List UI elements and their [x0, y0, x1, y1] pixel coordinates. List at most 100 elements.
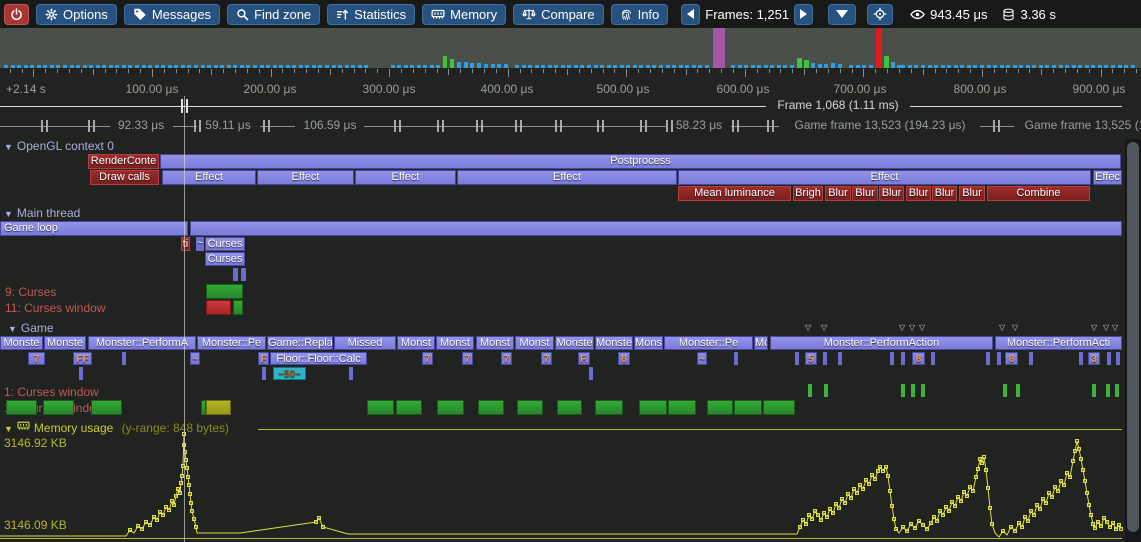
zone[interactable] — [6, 400, 37, 415]
zone[interactable] — [367, 400, 394, 415]
frame-label[interactable]: Frame 1,068 (1.11 ms) — [777, 98, 899, 112]
zone[interactable]: Mons — [754, 336, 768, 350]
zone[interactable] — [734, 400, 762, 415]
zone[interactable]: 7 — [28, 352, 45, 365]
info-button[interactable]: Info — [610, 3, 669, 25]
zone[interactable]: Curses — [205, 237, 245, 251]
zone[interactable]: Blur — [906, 186, 931, 201]
zone[interactable] — [437, 400, 464, 415]
zone[interactable] — [557, 400, 582, 415]
zone[interactable]: Blur — [932, 186, 957, 201]
zone[interactable] — [1003, 384, 1007, 397]
zone[interactable] — [823, 352, 827, 365]
zone[interactable]: 8 — [912, 352, 925, 365]
zone[interactable]: Monste — [0, 336, 43, 350]
scrollbar-thumb[interactable] — [1127, 142, 1139, 532]
zone[interactable]: Monst — [397, 336, 435, 350]
zone[interactable] — [808, 384, 812, 397]
options-button[interactable]: Options — [36, 3, 117, 25]
zone[interactable] — [639, 400, 667, 415]
zone[interactable]: Monste — [595, 336, 633, 350]
section-header-main-thread[interactable]: ▼ Main thread — [4, 206, 80, 220]
zone[interactable]: 7 — [541, 352, 552, 365]
zone[interactable] — [838, 352, 842, 365]
zone[interactable]: Monster::PerformAction — [770, 336, 993, 350]
zone[interactable]: Missed — [334, 336, 396, 350]
statistics-button[interactable]: Statistics — [327, 3, 416, 25]
zone[interactable] — [931, 352, 935, 365]
zone[interactable]: Blur — [879, 186, 904, 201]
zone[interactable]: Monster::Pe — [197, 336, 266, 350]
zone[interactable] — [1016, 384, 1020, 397]
zone[interactable]: 7 — [422, 352, 433, 365]
zone[interactable] — [1116, 352, 1120, 365]
zone[interactable]: Effec — [1093, 170, 1122, 185]
zone[interactable]: Combine — [987, 186, 1090, 201]
zone[interactable] — [517, 400, 543, 415]
zone[interactable]: ~ — [190, 352, 200, 365]
section-header-game[interactable]: ▼ Game — [8, 321, 54, 335]
collapse-frames-button[interactable] — [828, 3, 857, 25]
zone[interactable] — [1092, 384, 1096, 397]
next-frame-button[interactable] — [794, 3, 814, 25]
zone[interactable]: Monst — [436, 336, 474, 350]
zone[interactable] — [201, 400, 206, 415]
game-frame-label[interactable]: 106.59 μs — [303, 118, 357, 132]
game-frame-label[interactable]: Game frame 13,523 (194.23 μs) — [794, 118, 966, 132]
zone[interactable]: Draw calls — [90, 170, 159, 185]
zone[interactable]: 7 — [462, 352, 473, 365]
zone[interactable] — [824, 384, 828, 397]
zone[interactable] — [1106, 384, 1110, 397]
zone[interactable] — [595, 400, 623, 415]
frame-overview[interactable] — [0, 28, 1141, 68]
zone[interactable]: RenderConte — [88, 154, 159, 169]
compare-button[interactable]: Compare — [513, 3, 604, 25]
game-frame-label[interactable]: Game frame 13,525 (1 — [1024, 118, 1141, 132]
zone[interactable] — [901, 352, 905, 365]
zone[interactable]: FF — [73, 352, 92, 365]
zone[interactable] — [921, 384, 925, 397]
zone[interactable]: ~50~ — [273, 367, 306, 380]
zone[interactable]: F — [258, 352, 269, 365]
zone[interactable]: Blur — [825, 186, 851, 201]
zone[interactable]: Monster::Pe — [664, 336, 753, 350]
zone[interactable]: Monste — [555, 336, 594, 350]
zone[interactable]: Game::Replay — [267, 336, 333, 350]
zone[interactable]: Monster::PerformActi — [995, 336, 1122, 350]
game-frame-label[interactable]: 59.11 μs — [205, 118, 251, 132]
find-zone-button[interactable]: Find zone — [227, 3, 321, 25]
zone[interactable] — [734, 352, 738, 365]
game-frame-label[interactable]: 58.23 μs — [675, 118, 723, 132]
zone[interactable]: 5 — [805, 352, 817, 365]
zone[interactable] — [1107, 352, 1111, 365]
zone[interactable] — [190, 221, 1122, 236]
prev-frame-button[interactable] — [681, 3, 701, 25]
zone[interactable] — [206, 300, 231, 315]
zone[interactable] — [668, 400, 696, 415]
zone[interactable] — [911, 384, 915, 397]
zone[interactable] — [901, 384, 905, 397]
zone[interactable] — [262, 367, 266, 380]
zone[interactable]: Blur — [959, 186, 985, 201]
zone[interactable] — [122, 352, 126, 365]
zone[interactable]: Brigh — [793, 186, 823, 201]
zone[interactable]: ~ — [697, 352, 707, 365]
zone[interactable] — [478, 400, 504, 415]
zone[interactable]: Mons — [634, 336, 663, 350]
power-button[interactable] — [4, 3, 29, 25]
zone[interactable]: 8 — [1005, 352, 1018, 365]
zone[interactable] — [1079, 352, 1083, 365]
zone[interactable] — [206, 284, 243, 299]
zone[interactable] — [349, 367, 353, 380]
zone[interactable]: ~ — [196, 237, 204, 251]
zone[interactable] — [233, 300, 243, 315]
memory-section-header[interactable]: ▼ Memory usage (y-range: 848 bytes) — [4, 419, 229, 435]
zone[interactable] — [707, 400, 733, 415]
zone[interactable]: Effect — [355, 170, 456, 185]
zone[interactable]: Monster::PerformA — [88, 336, 196, 350]
zone[interactable]: Mean luminance — [678, 186, 791, 201]
messages-button[interactable]: Messages — [123, 3, 221, 25]
zone[interactable]: 7 — [501, 352, 512, 365]
zone[interactable]: Effect — [257, 170, 354, 185]
zone[interactable] — [795, 352, 799, 365]
